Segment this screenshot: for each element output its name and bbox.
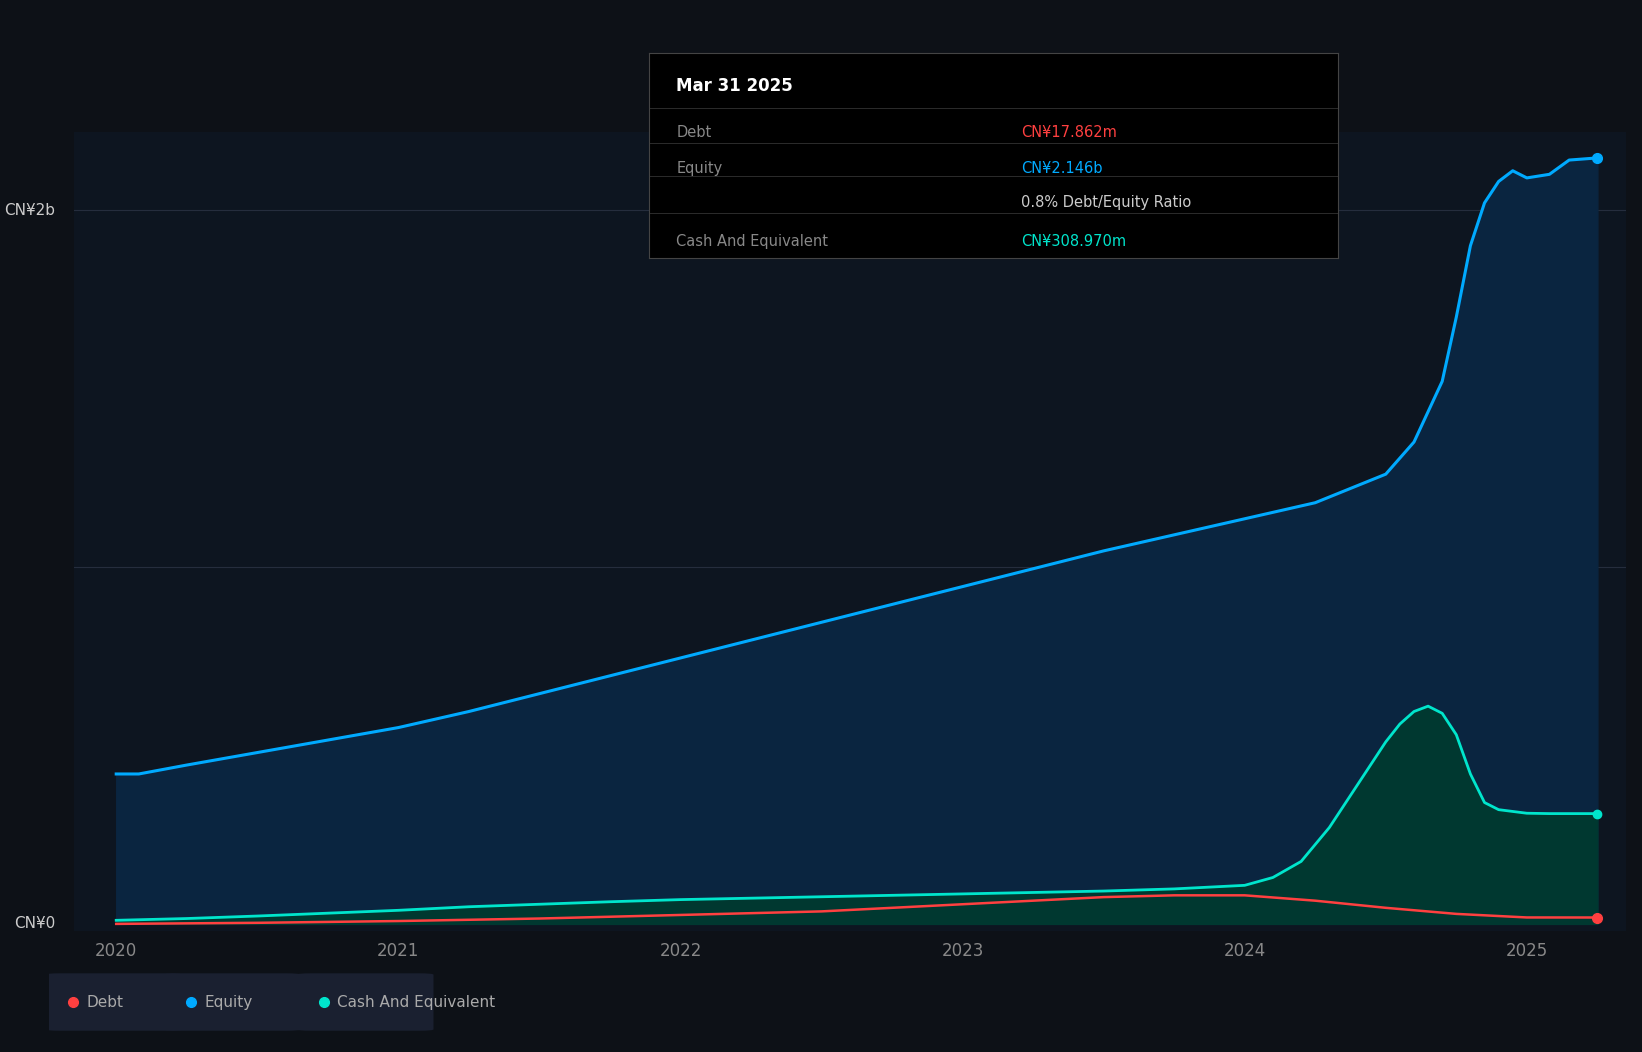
Text: Cash And Equivalent: Cash And Equivalent bbox=[677, 235, 828, 249]
Text: Debt: Debt bbox=[87, 994, 123, 1010]
FancyBboxPatch shape bbox=[46, 973, 182, 1031]
Text: Cash And Equivalent: Cash And Equivalent bbox=[338, 994, 496, 1010]
Text: CN¥2b: CN¥2b bbox=[5, 203, 56, 218]
FancyBboxPatch shape bbox=[164, 973, 300, 1031]
Text: Equity: Equity bbox=[205, 994, 253, 1010]
FancyBboxPatch shape bbox=[297, 973, 433, 1031]
Text: Debt: Debt bbox=[677, 125, 711, 140]
Text: 0.8% Debt/Equity Ratio: 0.8% Debt/Equity Ratio bbox=[1021, 196, 1190, 210]
Text: CN¥0: CN¥0 bbox=[15, 916, 56, 931]
Text: Equity: Equity bbox=[677, 161, 722, 177]
Text: CN¥17.862m: CN¥17.862m bbox=[1021, 125, 1117, 140]
Text: CN¥308.970m: CN¥308.970m bbox=[1021, 235, 1126, 249]
Text: Mar 31 2025: Mar 31 2025 bbox=[677, 77, 793, 96]
Text: CN¥2.146b: CN¥2.146b bbox=[1021, 161, 1102, 177]
